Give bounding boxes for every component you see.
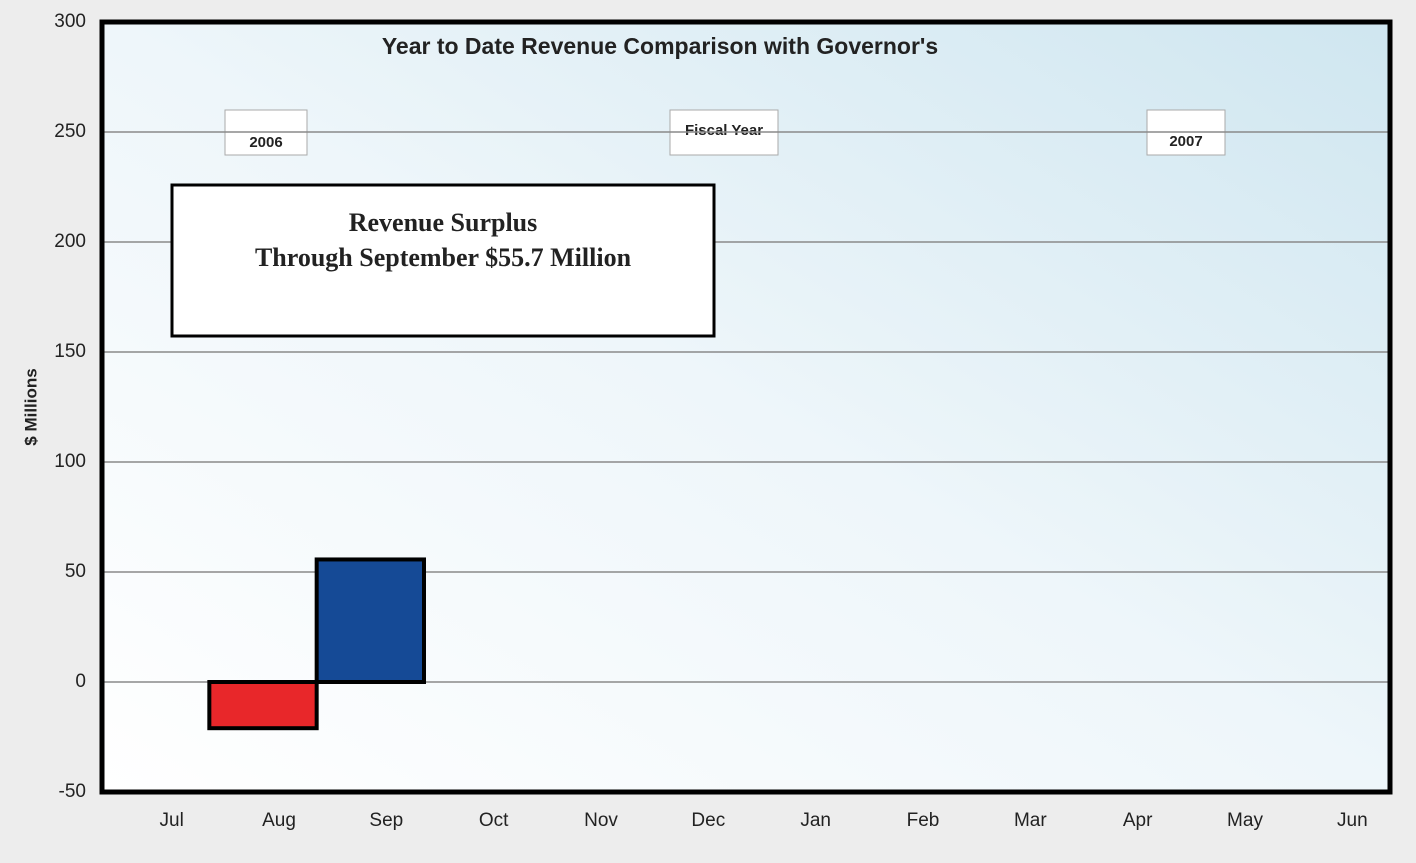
- y-tick-label: 250: [54, 121, 86, 142]
- plot-frame: [99, 19, 1393, 795]
- x-tick-label: Dec: [691, 810, 725, 831]
- x-tick-label: May: [1227, 810, 1263, 831]
- x-tick-label: Aug: [262, 810, 296, 831]
- y-tick-label: 100: [54, 451, 86, 472]
- annotation: Fiscal Year: [685, 122, 763, 139]
- callout-text: Revenue Surplus: [349, 208, 538, 237]
- x-tick-label: Nov: [584, 810, 618, 831]
- x-tick-label: Apr: [1123, 810, 1153, 831]
- y-tick-label: 200: [54, 231, 86, 252]
- y-tick-label: 300: [54, 11, 86, 32]
- callout-text: Through September $55.7 Million: [255, 243, 632, 272]
- chart-title: Year to Date Revenue Comparison with Gov…: [382, 33, 938, 59]
- bar: [314, 557, 426, 685]
- x-tick-label: Jun: [1337, 810, 1368, 831]
- y-tick-label: 50: [65, 561, 86, 582]
- x-tick-label: Feb: [907, 810, 940, 831]
- x-tick-label: Jan: [800, 810, 831, 831]
- y-tick-label: -50: [59, 781, 86, 802]
- y-axis-label: $ Millions: [21, 368, 40, 445]
- x-tick-label: Jul: [160, 810, 184, 831]
- bar: [207, 680, 319, 731]
- x-tick-label: Mar: [1014, 810, 1047, 831]
- annotation: 2006: [249, 134, 282, 151]
- x-tick-label: Oct: [479, 810, 509, 831]
- callout-box: [170, 183, 716, 338]
- y-tick-label: 0: [75, 671, 86, 692]
- y-tick-label: 150: [54, 341, 86, 362]
- x-tick-label: Sep: [369, 810, 403, 831]
- annotation: 2007: [1169, 133, 1202, 150]
